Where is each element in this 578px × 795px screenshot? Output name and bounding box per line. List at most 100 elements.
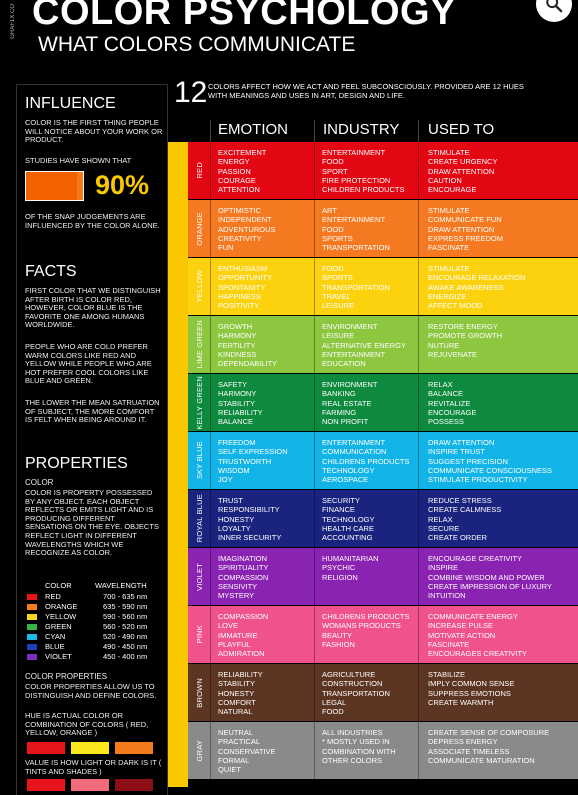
percent-bar — [25, 171, 84, 201]
column-divider — [418, 432, 419, 489]
zoom-button[interactable] — [536, 0, 572, 22]
row-color-label: SKY BLUE — [188, 432, 210, 489]
row-color-label: KELLY GREEN — [188, 374, 210, 431]
column-divider — [210, 258, 211, 315]
row-color-name: RED — [194, 162, 204, 179]
header-emotion: EMOTION — [218, 121, 288, 138]
color-swatch — [27, 604, 37, 610]
influence-title: INFLUENCE — [25, 95, 116, 112]
cell-emotion: GROWTH HARMONY FERTILITY KINDNESS DEPEND… — [218, 322, 278, 369]
header-divider — [418, 120, 419, 142]
wavelength-value: 490 - 450 nm — [103, 642, 148, 651]
color-row-red: RED EXCITEMENT ENERGY PASSION COURAGE ATT… — [188, 142, 578, 199]
wavelength-col-color: COLOR — [45, 581, 72, 590]
cell-industry: HUMANITARIAN PSYCHIC RELIGION — [322, 554, 379, 582]
header-industry: INDUSTRY — [323, 121, 400, 138]
cell-used-to: ENCOURAGE CREATIVITY INSPIRE COMBINE WIS… — [428, 554, 552, 601]
color-swatch — [27, 644, 37, 650]
property-swatch — [115, 779, 153, 791]
column-divider — [314, 606, 315, 663]
color-subtitle: COLOR — [25, 478, 54, 487]
cell-industry: CHILDRENS PRODUCTS WOMANS PRODUCTS BEAUT… — [322, 612, 410, 649]
row-color-label: BROWN — [188, 664, 210, 721]
column-divider — [210, 432, 211, 489]
column-divider — [210, 664, 211, 721]
cell-emotion: OPTIMISTIC INDEPENDENT ADVENTUROUS CREAT… — [218, 206, 276, 253]
column-divider — [210, 200, 211, 257]
cell-emotion: ENTHUSIASM OPPORTUNITY SPONTANITY HAPPIN… — [218, 264, 273, 311]
wavelength-color-name: ORANGE — [45, 602, 78, 611]
row-color-name: LIME GREEN — [194, 320, 204, 369]
row-color-label: ROYAL BLUE — [188, 490, 210, 547]
column-divider — [418, 606, 419, 663]
properties-title: PROPERTIES — [25, 455, 128, 472]
cell-industry: ENVIRONMENT BANKING REAL ESTATE FARMING … — [322, 380, 378, 427]
hue-text: HUE IS ACTUAL COLOR OR COMBINATION OF CO… — [25, 711, 149, 738]
wavelength-value: 635 - 590 nm — [103, 602, 148, 611]
fact-1: FIRST COLOR THAT WE DISTINGUISH AFTER BI… — [25, 286, 161, 330]
percent-label: 90% — [95, 170, 150, 200]
magnifier-icon — [546, 0, 563, 13]
column-divider — [418, 722, 419, 779]
fact-3: THE LOWER THE MEAN SATRUATION OF SUBJECT… — [25, 398, 160, 425]
row-color-label: RED — [188, 142, 210, 199]
row-color-name: SKY BLUE — [194, 441, 204, 480]
column-divider — [418, 142, 419, 199]
influence-text: COLOR IS THE FIRST THING PEOPLE WILL NOT… — [25, 118, 163, 145]
studies-text: STUDIES HAVE SHOWN THAT — [25, 156, 132, 165]
wavelength-value: 520 - 490 nm — [103, 632, 148, 641]
row-color-label: LIME GREEN — [188, 316, 210, 373]
cell-used-to: REDUCE STRESS CREATE CALMNESS RELAX SECU… — [428, 496, 502, 543]
cell-emotion: IMAGINATION SPIRITUALITY COMPASSION SENS… — [218, 554, 269, 601]
color-row-orange: ORANGE OPTIMISTIC INDEPENDENT ADVENTUROUS… — [188, 200, 578, 257]
cell-emotion: TRUST RESPONSIBILITY HONESTY LOYALTY INN… — [218, 496, 282, 543]
property-swatch — [71, 742, 109, 754]
column-divider — [314, 316, 315, 373]
color-row-gray: GRAY NEUTRAL PRACTICAL CONSERVATIVE FORMA… — [188, 722, 578, 779]
percent-bar-fill — [26, 172, 78, 200]
cell-emotion: FREEDOM SELF EXPRESSION TRUSTWORTH WISDO… — [218, 438, 288, 485]
wavelength-color-name: BLUE — [45, 642, 65, 651]
column-divider — [210, 316, 211, 373]
column-divider — [418, 258, 419, 315]
cell-used-to: STIMULATE COMMUNICATE FUN DRAW ATTENTION… — [428, 206, 504, 253]
wavelength-row: CYAN 520 - 490 nm — [25, 632, 163, 642]
page-title: COLOR PSYCHOLOGY — [32, 0, 456, 33]
column-divider — [418, 374, 419, 431]
column-divider — [314, 258, 315, 315]
brand-text: GRAF1X.CO — [10, 4, 16, 39]
column-divider — [314, 548, 315, 605]
column-divider — [418, 316, 419, 373]
color-swatch — [27, 624, 37, 630]
left-panel: INFLUENCE COLOR IS THE FIRST THING PEOPL… — [16, 84, 168, 795]
column-divider — [418, 548, 419, 605]
wavelength-value: 450 - 400 nm — [103, 652, 148, 661]
cell-industry: ART ENTERTAINMENT FOOD SPORTS TRANSPORTA… — [322, 206, 390, 253]
column-divider — [210, 548, 211, 605]
column-divider — [314, 200, 315, 257]
column-divider — [418, 200, 419, 257]
column-divider — [210, 606, 211, 663]
cell-industry: SECURITY FINANCE TECHNOLOGY HEALTH CARE … — [322, 496, 375, 543]
cell-emotion: COMPASSION LOVE IMMATURE PLAYFUL ADMIRAT… — [218, 612, 269, 659]
wavelength-value: 590 - 560 nm — [103, 612, 148, 621]
cell-used-to: DRAW ATTENTION INSPIRE TRUST SUGGEST PRE… — [428, 438, 553, 485]
row-color-label: VIOLET — [188, 548, 210, 605]
color-swatch — [27, 614, 37, 620]
column-divider — [314, 722, 315, 779]
color-row-pink: PINK COMPASSION LOVE IMMATURE PLAYFUL ADM… — [188, 606, 578, 663]
header-used-to: USED TO — [428, 121, 495, 138]
column-divider — [314, 142, 315, 199]
color-row-yellow: YELLOW ENTHUSIASM OPPORTUNITY SPONTANITY … — [188, 258, 578, 315]
cell-used-to: STIMULATE CREATE URGENCY DRAW ATTENTION … — [428, 148, 498, 195]
row-color-name: PINK — [194, 625, 204, 644]
color-swatch — [27, 654, 37, 660]
column-divider — [418, 490, 419, 547]
color-swatch — [27, 634, 37, 640]
column-divider — [210, 722, 211, 779]
color-row-kelly-green: KELLY GREEN SAFETY HARMONY STABILITY RELI… — [188, 374, 578, 431]
cell-industry: FOOD SPORTS TRANSPORTATION TRAVEL LEISUR… — [322, 264, 390, 311]
intro-text: COLORS AFFECT HOW WE ACT AND FEEL SUBCON… — [208, 82, 524, 100]
wavelength-row: GREEN 560 - 520 nm — [25, 622, 163, 632]
wavelength-color-name: VIOLET — [45, 652, 72, 661]
